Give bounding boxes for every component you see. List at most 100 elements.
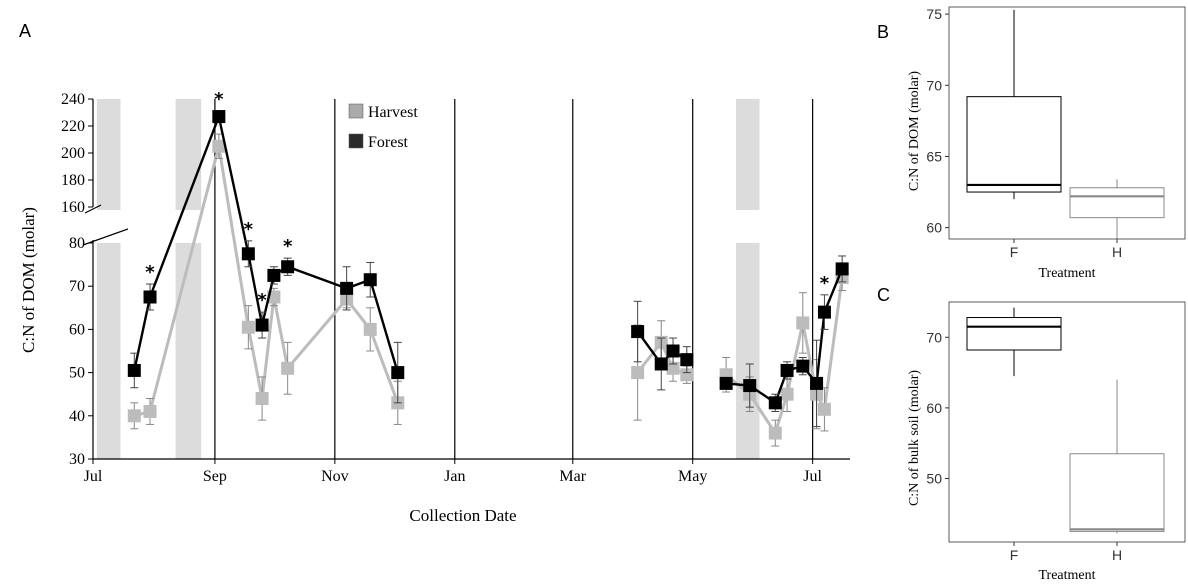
shaded-periods [96,99,760,459]
harvest-point [780,387,794,401]
x-axis-title: Collection Date [409,506,516,525]
x-tick-label: Jul [803,468,822,485]
box-h: H [1069,179,1165,260]
legend: Harvest Forest [348,103,418,151]
y-tick-label: 70 [69,278,85,295]
forest-point [780,363,794,377]
forest-point [768,396,782,410]
harvest-line-segment-0 [133,145,400,418]
harvest-point [127,409,141,423]
panel-b-x-title: Treatment [1038,266,1095,281]
panel-label-b: B [877,22,889,42]
significance-star: * [820,273,830,294]
iqr-box [966,317,1062,351]
y-tick-label: 160 [61,199,85,216]
harvest-point [212,139,226,153]
forest-point [363,273,377,287]
y-tick-label: 75 [926,6,942,22]
forest-point [127,363,141,377]
y-axis-title: C:N of DOM (molar) [19,207,38,353]
forest-point [391,366,405,380]
y-tick-label: 240 [61,91,85,108]
significance-star: * [214,89,224,110]
panel-a-series: * * * * * * [127,89,849,447]
x-tick-label: Nov [321,468,349,485]
x-tick-label: Sep [203,468,227,485]
x-tick-label: H [1112,244,1122,260]
panel-label-c: C [877,285,890,305]
forest-point [796,359,810,373]
harvest-point [680,368,694,382]
x-tick-label: Jul [84,468,103,485]
harvest-point [281,361,295,375]
harvest-point [241,320,255,334]
panel-a-axes: 30 40 50 60 70 80 160 180 200 220 240 Jul Sep Nov Jan M… [61,91,850,485]
significance-star: * [257,290,267,311]
x-tick-label: F [1010,547,1019,563]
shaded-period-1-upper [175,99,202,210]
y-tick-label: 40 [69,408,85,425]
box-f: F [966,9,1062,260]
shaded-period-2-lower [735,243,760,459]
axis-break-upper [84,204,102,214]
y-tick-label: 70 [926,77,942,93]
shaded-period-1-lower [175,243,202,459]
iqr-box [1069,187,1165,219]
forest-line-segment-0 [133,112,399,373]
panel-b-box-plot: C:N of DOM (molar) Treatment 60 65 70 75 F H [907,6,1186,281]
panel-a-line-chart: 30 40 50 60 70 80 160 180 200 220 240 Jul Sep Nov Jan M… [19,89,850,525]
forest-point [143,290,157,304]
panel-c-y-title: C:N of bulk soil (molar) [907,370,922,506]
harvest-point [255,392,269,406]
significance-star: * [283,236,293,257]
forest-point [340,281,354,295]
harvest-point [796,316,810,330]
iqr-box [966,96,1062,193]
forest-point [241,247,255,261]
panel-b-y-title: C:N of DOM (molar) [907,71,922,191]
series-forest: * * * * * * [127,89,849,428]
forest-point [212,110,226,124]
significance-star: * [244,219,254,240]
significance-star: * [145,262,155,283]
shaded-period-0-upper [96,99,121,210]
legend-label-forest: Forest [368,134,409,151]
harvest-point [666,361,680,375]
y-tick-label: 60 [69,321,85,338]
y-tick-label: 70 [926,329,942,345]
y-tick-label: 30 [69,451,85,468]
forest-point [817,305,831,319]
panel-label-a: A [19,21,31,41]
iqr-box [1069,453,1165,532]
y-tick-label: 220 [61,118,85,135]
harvest-point [363,322,377,336]
forest-point [281,260,295,274]
box-h: H [1069,379,1165,563]
forest-point [835,262,849,276]
x-tick-label: Jan [444,468,465,485]
panel-c-box-plot: C:N of bulk soil (molar) Treatment 50 60 7… [907,301,1186,583]
forest-point [719,376,733,390]
forest-point [654,357,668,371]
x-tick-label: F [1010,244,1019,260]
harvest-point [817,402,831,416]
plot-frame [948,6,1186,240]
y-tick-label: 60 [926,220,942,236]
x-tick-label: H [1112,547,1122,563]
harvest-point [631,366,645,380]
shaded-period-0-lower [96,243,121,459]
y-tick-label: 200 [61,145,85,162]
legend-swatch-forest [348,133,364,149]
forest-point [267,268,281,282]
panel-c-x-title: Treatment [1038,568,1095,583]
y-tick-label: 50 [69,365,85,382]
legend-label-harvest: Harvest [368,104,418,121]
legend-swatch-harvest [348,103,364,119]
x-tick-label: May [678,468,707,485]
y-tick-label: 80 [69,235,85,252]
harvest-point [768,426,782,440]
forest-point [631,325,645,339]
x-tick-label: Mar [559,468,586,485]
month-vertical-lines [214,99,814,459]
